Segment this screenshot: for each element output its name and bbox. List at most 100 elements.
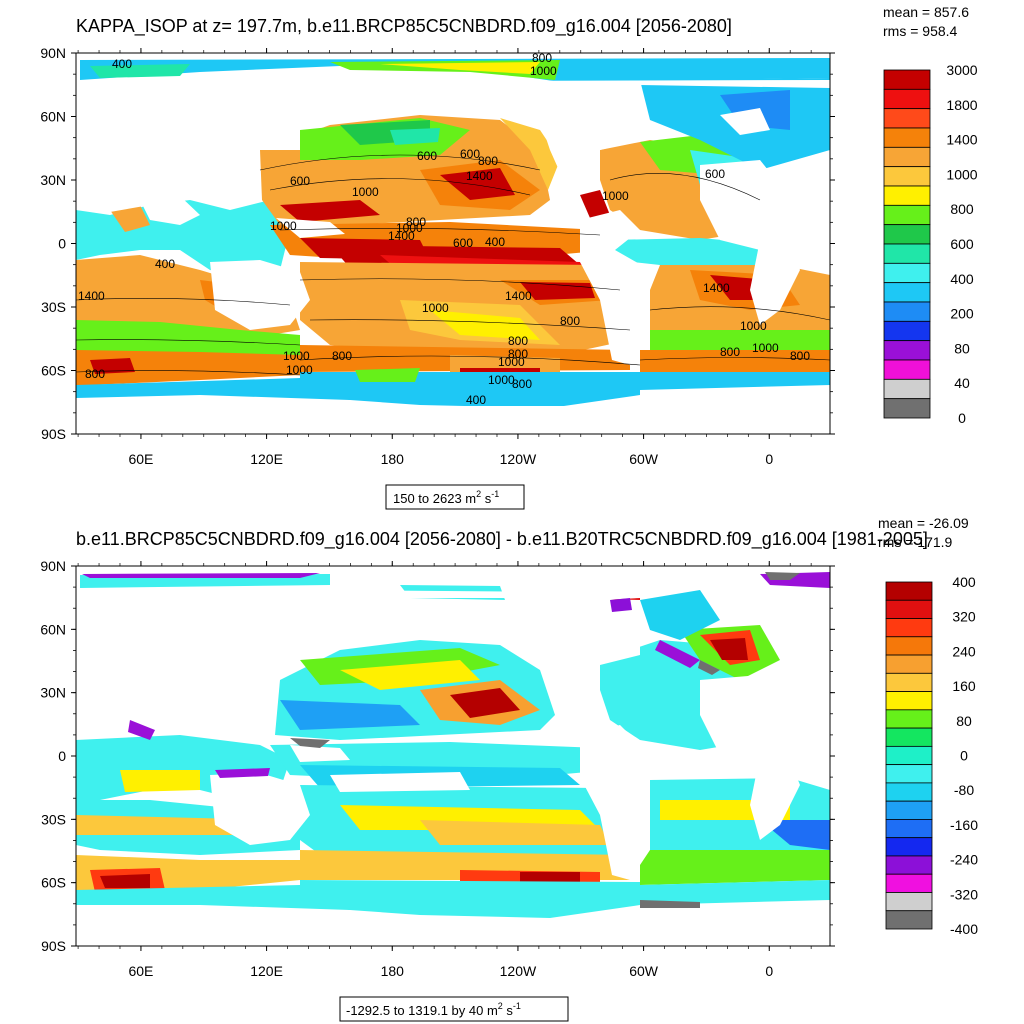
colorbar-swatch <box>883 69 931 90</box>
panel-2-range-text: -1292.5 to 1319.1 by 40 m <box>346 1003 498 1018</box>
colorbar-swatch <box>885 672 933 692</box>
svg-text:1000: 1000 <box>422 301 449 315</box>
colorbar-swatch <box>885 581 933 601</box>
panel-2-mean: mean = -26.09 <box>878 515 969 531</box>
colorbar-label: 200 <box>950 306 974 322</box>
colorbar-swatch <box>883 204 931 226</box>
colorbar-label: 80 <box>954 340 970 356</box>
svg-text:400: 400 <box>112 57 132 71</box>
panel-2-title: b.e11.BRCP85C5CNBDRD.f09_g16.004 [2056-2… <box>76 529 928 550</box>
panel-1-range-box: 150 to 2623 m2 s-1 <box>385 484 525 510</box>
panel-2-range-box: -1292.5 to 1319.1 by 40 m2 s-1 <box>339 996 569 1022</box>
colorbar-swatch <box>885 837 933 857</box>
colorbar-swatch <box>883 378 931 400</box>
panel-1-title: KAPPA_ISOP at z= 197.7m, b.e11.BRCP85C5C… <box>76 16 732 37</box>
svg-text:1400: 1400 <box>388 229 415 243</box>
colorbar-swatch <box>883 108 931 129</box>
panel-1-mean: mean = 857.6 <box>883 4 969 20</box>
lat-tick-label: 60S <box>41 363 66 379</box>
lat-tick-label: 30N <box>40 685 66 701</box>
colorbar-swatch <box>885 745 933 766</box>
colorbar-swatch <box>883 301 931 322</box>
svg-text:1000: 1000 <box>352 185 379 199</box>
colorbar-swatch <box>885 709 933 729</box>
colorbar-label: -240 <box>950 852 978 868</box>
svg-text:600: 600 <box>290 174 310 188</box>
colorbar-label: 80 <box>956 713 972 729</box>
svg-text:150 to 2623 m2 s-1: 150 to 2623 m2 s-1 <box>393 489 499 506</box>
lat-tick-label: 30S <box>41 299 66 315</box>
colorbar-label: -400 <box>950 921 978 937</box>
lat-tick-label: 90S <box>41 426 66 442</box>
colorbar-label: 1800 <box>946 97 977 113</box>
colorbar-label: 0 <box>958 410 966 426</box>
colorbar-label: 160 <box>952 678 976 694</box>
svg-text:600: 600 <box>705 167 725 181</box>
lat-tick-label: 30N <box>40 172 66 188</box>
colorbar-swatch <box>885 764 933 784</box>
panel-1-map: 400 800 1000 600 800 1000 1400 1000 600 … <box>76 51 830 434</box>
colorbar-label: 1000 <box>946 166 977 182</box>
colorbar-swatch <box>883 146 931 168</box>
colorbar-swatch <box>883 320 931 342</box>
colorbar-swatch <box>883 340 931 361</box>
svg-text:800: 800 <box>560 314 580 328</box>
panel-1-land <box>76 72 830 434</box>
panel-1-range-text: 150 to 2623 m <box>393 491 476 506</box>
lon-tick-label: 60W <box>629 451 659 467</box>
panel-2-edge-accents <box>128 598 720 908</box>
panel-2: b.e11.BRCP85C5CNBDRD.f09_g16.004 [2056-2… <box>40 515 978 1022</box>
colorbar-label: 40 <box>954 375 970 391</box>
colorbar-label: 400 <box>950 271 974 287</box>
colorbar-label: 0 <box>960 748 968 764</box>
lon-tick-label: 120E <box>250 451 283 467</box>
svg-text:400: 400 <box>155 257 175 271</box>
svg-text:800: 800 <box>720 345 740 359</box>
svg-text:1000: 1000 <box>286 363 313 377</box>
svg-text:800: 800 <box>406 215 426 229</box>
svg-text:1000: 1000 <box>740 319 767 333</box>
colorbar-swatch <box>885 727 933 747</box>
colorbar-swatch <box>883 127 931 148</box>
colorbar-label: 3000 <box>946 62 977 78</box>
lat-tick-label: 0 <box>58 748 66 764</box>
colorbar-label: 600 <box>950 236 974 252</box>
lat-tick-label: 0 <box>58 236 66 252</box>
colorbar-swatch <box>883 398 931 419</box>
colorbar-swatch <box>885 691 933 711</box>
colorbar-swatch <box>885 892 933 912</box>
colorbar-swatch <box>883 224 931 245</box>
lon-tick-label: 120E <box>250 963 283 979</box>
colorbar-label: 800 <box>950 201 974 217</box>
colorbar-swatch <box>885 800 933 820</box>
colorbar-swatch <box>883 262 931 284</box>
lon-tick-label: 60E <box>128 963 153 979</box>
lat-tick-label: 90N <box>40 558 66 574</box>
svg-text:600: 600 <box>460 147 480 161</box>
svg-text:800: 800 <box>85 367 105 381</box>
colorbar-swatch <box>883 88 931 110</box>
panel-1-contour-labels: 400 800 1000 600 800 1000 1400 1000 600 … <box>78 51 810 407</box>
colorbar-swatch <box>883 282 931 303</box>
colorbar-swatch <box>885 873 933 893</box>
colorbar-swatch <box>883 359 931 380</box>
panel-2-map <box>76 566 830 946</box>
colorbar-label: 320 <box>952 609 976 625</box>
colorbar-label: -160 <box>950 817 978 833</box>
svg-text:400: 400 <box>485 235 505 249</box>
svg-text:1400: 1400 <box>505 289 532 303</box>
svg-text:1400: 1400 <box>466 169 493 183</box>
colorbar-swatch <box>885 910 933 930</box>
panel-2-colorbar: 400 320 240 160 80 0 -80 -160 -240 -320 -400 <box>885 574 978 937</box>
lon-tick-label: 120W <box>500 451 537 467</box>
lat-tick-label: 60N <box>40 621 66 637</box>
lat-tick-label: 90N <box>40 45 66 61</box>
svg-text:1000: 1000 <box>488 373 515 387</box>
panel-2-land <box>76 588 830 946</box>
colorbar-swatch <box>883 185 931 206</box>
svg-text:800: 800 <box>532 51 552 65</box>
svg-text:1000: 1000 <box>283 349 310 363</box>
lon-tick-label: 180 <box>381 963 405 979</box>
svg-text:1400: 1400 <box>78 289 105 303</box>
